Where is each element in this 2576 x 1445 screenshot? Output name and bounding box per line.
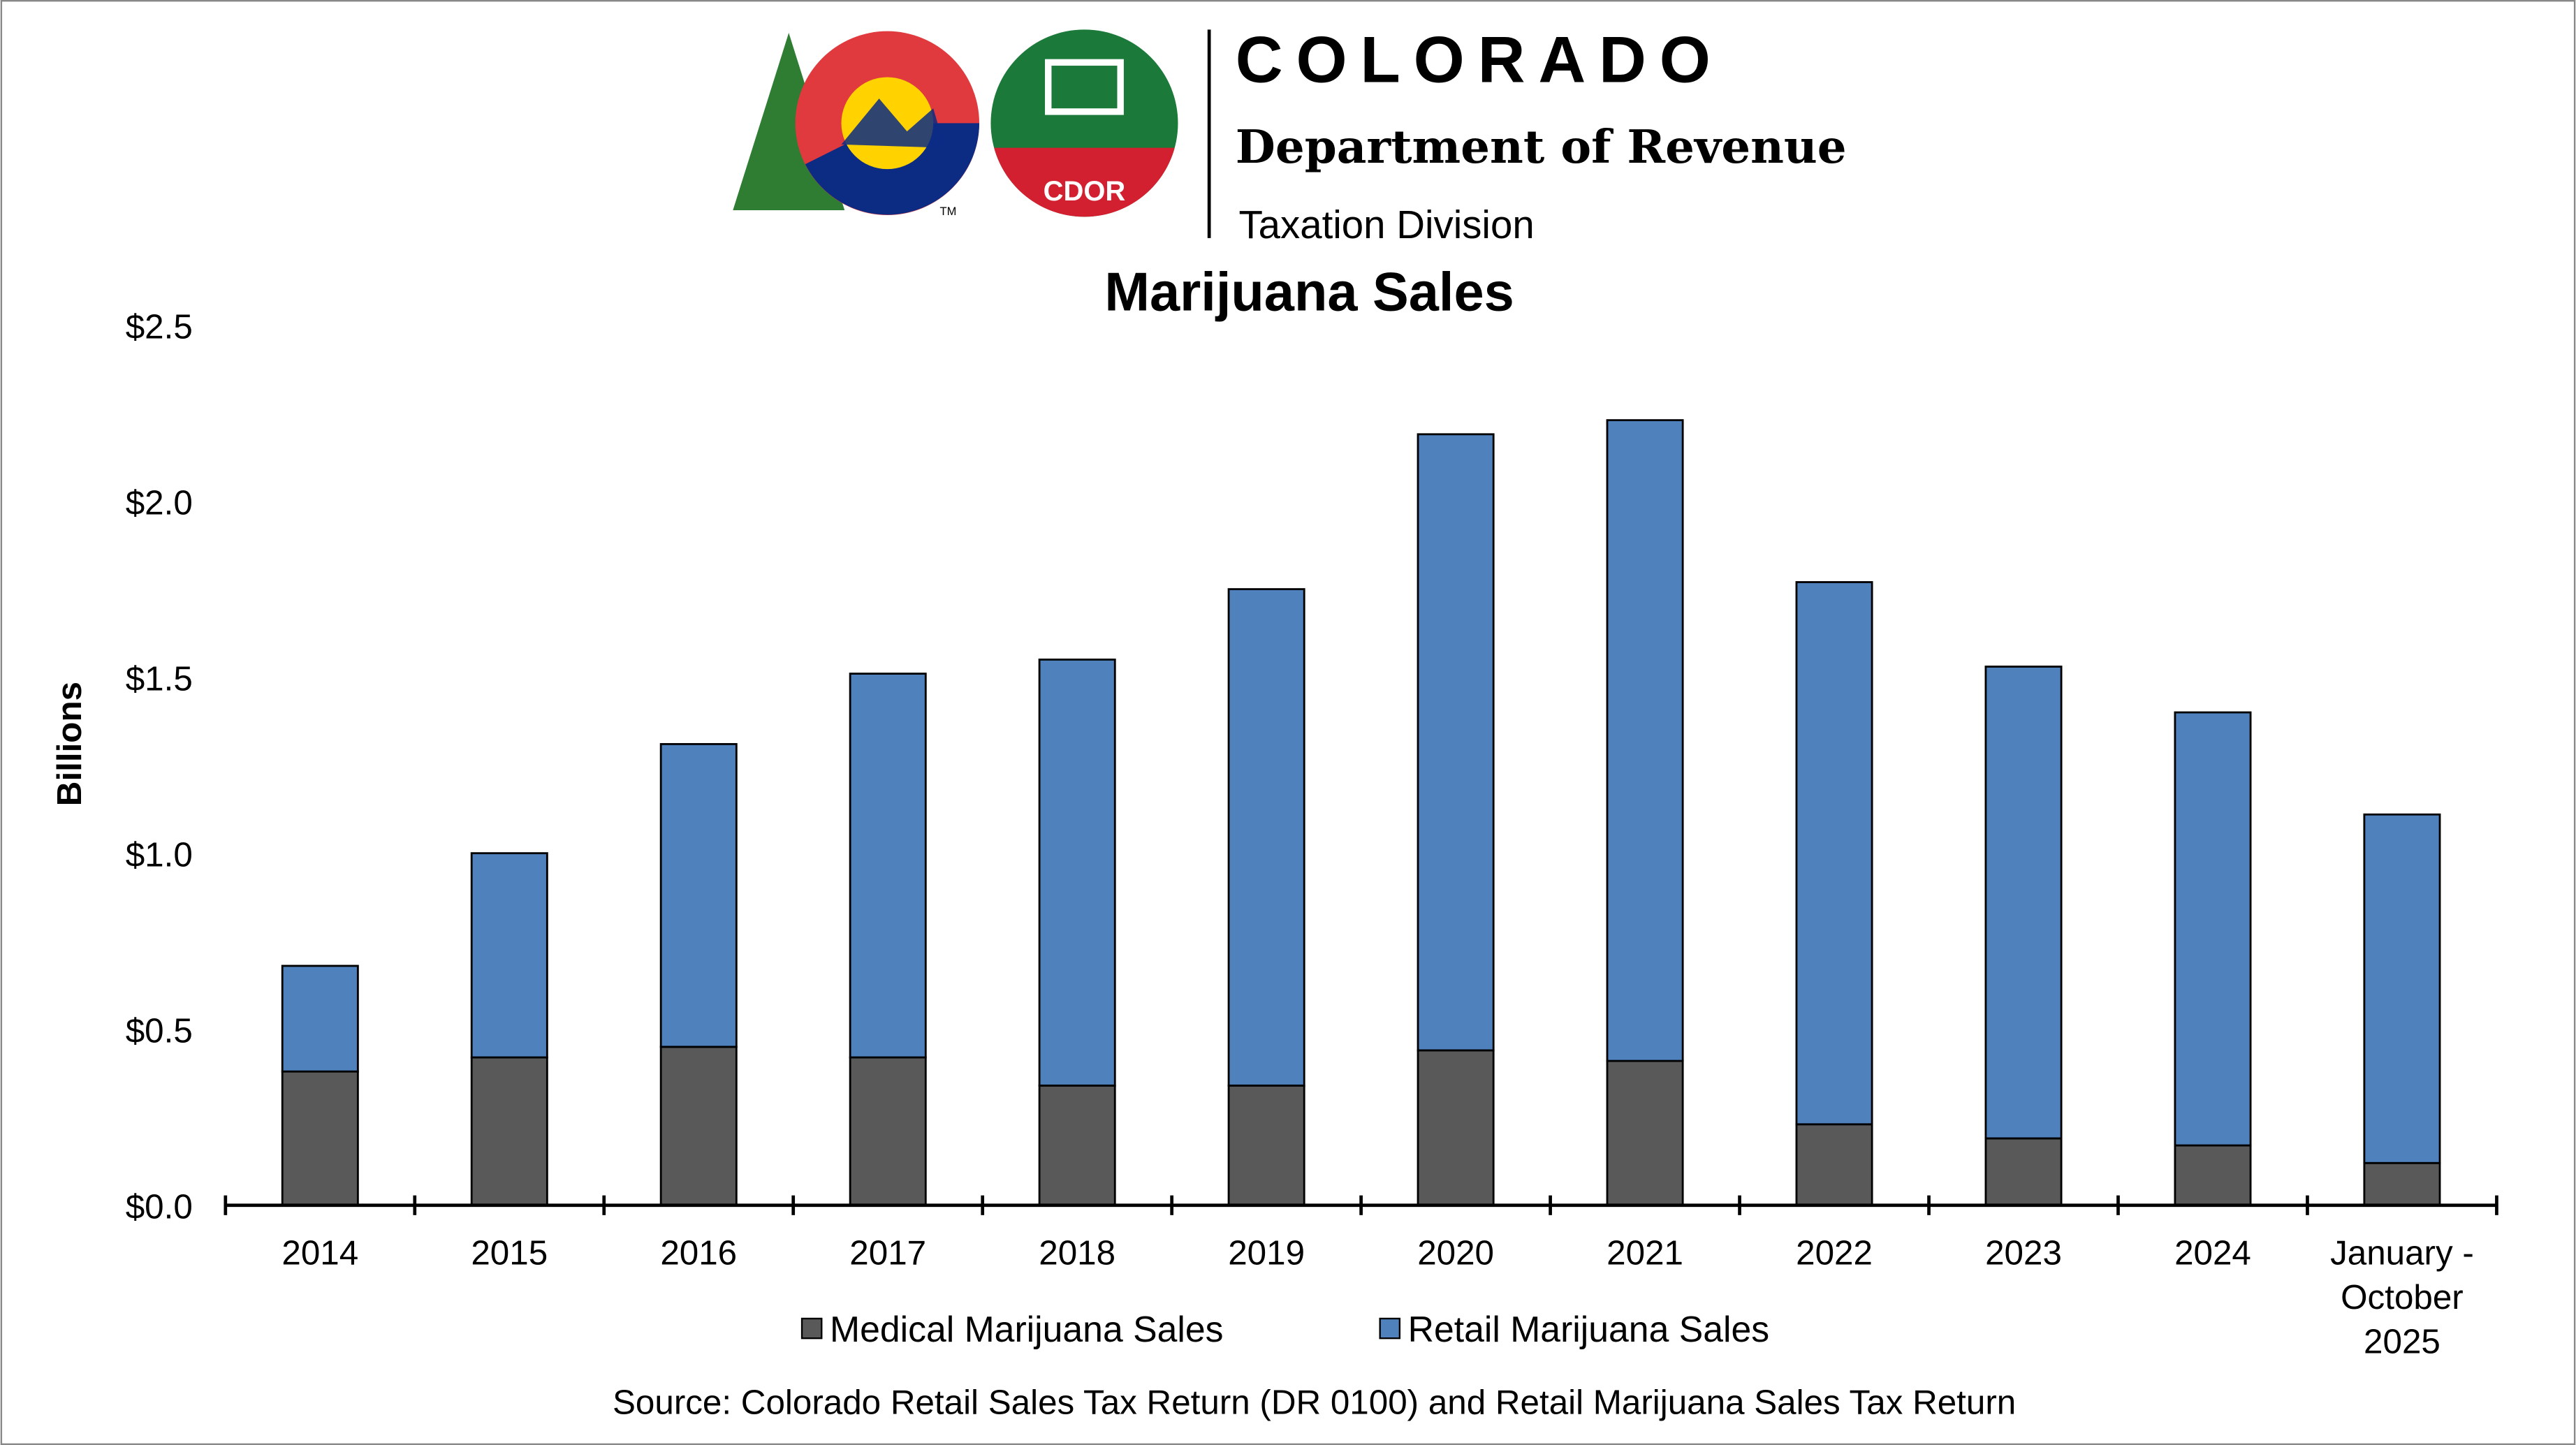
division-name: Taxation Division: [1238, 203, 1534, 247]
x-tick-label: 2022: [1796, 1233, 1873, 1272]
x-tick-label: 2019: [1228, 1233, 1305, 1272]
bar-medical: [1606, 1059, 1684, 1207]
y-tick-label: $0.0: [126, 1188, 193, 1226]
org-name: COLORADO: [1236, 23, 1724, 96]
legend: Medical Marijuana Sales Retail Marijuana…: [800, 1309, 1769, 1349]
y-tick-label: $1.5: [126, 659, 193, 698]
legend-swatch-medical: [800, 1317, 823, 1340]
bar-medical: [281, 1070, 359, 1207]
bar-retail: [1227, 588, 1305, 1087]
bar-retail: [2174, 711, 2252, 1147]
y-tick-label: $0.5: [126, 1012, 193, 1050]
x-tick-label: 2023: [1985, 1233, 2062, 1272]
x-tick-label: January -: [2330, 1233, 2474, 1272]
colorado-logo: TM: [733, 31, 979, 218]
source-note: Source: Colorado Retail Sales Tax Return…: [613, 1383, 2016, 1421]
bar-retail: [470, 852, 548, 1059]
x-tick-label: 2018: [1039, 1233, 1115, 1272]
bar-medical: [1227, 1084, 1305, 1207]
bar-retail: [2363, 813, 2441, 1164]
bar-retail: [659, 742, 738, 1048]
bar-medical: [1038, 1084, 1116, 1207]
x-tick-label: 2025: [2364, 1322, 2440, 1360]
x-tick-label: 2024: [2174, 1233, 2251, 1272]
bar-medical: [1417, 1049, 1495, 1207]
bar-medical: [2174, 1144, 2252, 1207]
legend-label-medical: Medical Marijuana Sales: [830, 1309, 1223, 1349]
y-tick-label: $2.0: [126, 483, 193, 522]
x-tick-label: 2016: [660, 1233, 737, 1272]
svg-text:TM: TM: [940, 205, 957, 218]
x-tick-label: 2015: [471, 1233, 548, 1272]
bar-retail: [1417, 433, 1495, 1052]
cdor-seal: CDOR: [990, 29, 1178, 217]
bar-retail: [1984, 666, 2063, 1140]
x-tick-label: 2014: [281, 1233, 358, 1272]
department-name: Department of Revenue: [1236, 119, 1847, 174]
y-tick-label: $1.0: [126, 835, 193, 874]
bar-medical: [1984, 1137, 2063, 1207]
legend-label-retail: Retail Marijuana Sales: [1408, 1309, 1769, 1349]
bar-medical: [2363, 1161, 2441, 1207]
bar-medical: [659, 1046, 738, 1207]
bar-medical: [470, 1056, 548, 1207]
bar-medical: [1795, 1123, 1873, 1207]
x-tick-label: 2021: [1607, 1233, 1683, 1272]
x-tick-label: 2020: [1417, 1233, 1494, 1272]
bar-medical: [849, 1056, 927, 1207]
chart-title: Marijuana Sales: [1104, 262, 1514, 322]
y-tick-label: $2.5: [126, 307, 193, 346]
bar-retail: [281, 964, 359, 1073]
bar-retail: [1606, 419, 1684, 1062]
bar-retail: [849, 673, 927, 1059]
bar-retail: [1795, 581, 1873, 1126]
bar-retail: [1038, 658, 1116, 1087]
x-tick-label: 2017: [849, 1233, 926, 1272]
legend-swatch-retail: [1379, 1317, 1401, 1340]
x-tick-label: October: [2341, 1278, 2464, 1316]
plot-area: $0.0 $0.5 $1.0 $1.5 $2.0 $2.5 2014 2015 2016 2017…: [126, 307, 2498, 1360]
svg-text:CDOR: CDOR: [1044, 176, 1126, 207]
building-icon: [1045, 59, 1124, 115]
y-axis-label: Billions: [50, 682, 89, 806]
